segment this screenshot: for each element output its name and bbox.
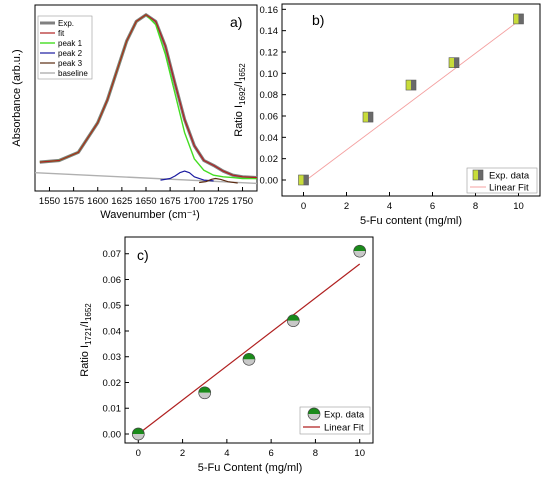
panel-b-data-point (405, 79, 417, 91)
panel-b-label: b) (312, 12, 324, 28)
panel-c-x-tick-label: 6 (268, 448, 273, 459)
panel-c-data-point (353, 244, 367, 258)
panel-a-x-tick-label: 1650 (135, 196, 156, 207)
panel-c-y-tick-label: 0.00 (103, 429, 122, 440)
panel-a-x-tick-label: 1750 (232, 196, 253, 207)
panel-c-y-tick-label: 0.05 (103, 301, 122, 312)
panel-a-legend-label: fit (58, 29, 65, 38)
panel-c-y-tick-label: 0.02 (103, 378, 122, 389)
panel-b-legend-label: Linear Fit (489, 183, 529, 194)
panel-c: 0.00 0.01 0.02 0.03 0.04 0.05 0.06 0.07 0 2 4 6 8 10… (79, 236, 374, 474)
panel-a-series-peak-3 (199, 177, 238, 184)
panel-c-y-tick-label: 0.01 (103, 404, 122, 415)
panel-b-legend-marker (472, 169, 484, 181)
panel-a-series-peak-2 (160, 170, 214, 182)
panel-b-x-tick-label: 8 (473, 201, 478, 212)
panel-c-y-tick-label: 0.04 (103, 326, 122, 337)
panel-b-data-point (513, 13, 524, 25)
panel-a-legend-label: peak 2 (58, 49, 83, 58)
panel-a-series-fit (39, 14, 258, 179)
panel-b-x-tick-label: 0 (301, 201, 306, 212)
panel-b-x-tick-label: 10 (513, 201, 524, 212)
panel-c-data-point (131, 427, 145, 441)
panel-a-x-tick-label: 1600 (87, 196, 108, 207)
panel-a-legend-label: baseline (58, 69, 88, 78)
panel-c-y-tick-label: 0.07 (103, 249, 122, 260)
panel-a-label: a) (230, 14, 242, 30)
panel-b-x-tick-label: 6 (430, 201, 435, 212)
panel-b-y-tick-label: 0.10 (260, 69, 279, 80)
panel-b-data-point (362, 111, 374, 123)
panel-a-series-baseline (34, 172, 258, 185)
panel-b-frame (281, 3, 541, 197)
panel-b: 0.00 0.02 0.04 0.06 0.08 0.10 0.12 0.14 0.16 0 2 4… (233, 3, 541, 227)
panel-b-y-tick-label: 0.00 (260, 176, 279, 187)
panel-a-legend-label: peak 3 (58, 59, 83, 68)
panel-c-x-tick-label: 0 (136, 448, 141, 459)
panel-c-frame (124, 236, 374, 444)
panel-b-x-tick-label: 4 (387, 201, 392, 212)
panel-c-x-tick-label: 2 (180, 448, 185, 459)
panel-a-x-tick-label: 1725 (208, 196, 229, 207)
panel-b-data-point (448, 57, 460, 68)
panel-c-data-point (198, 386, 212, 400)
panel-c-linear-fit-line (137, 263, 361, 435)
panel-b-y-tick-label: 0.08 (260, 90, 279, 101)
panel-b-y-tick-label: 0.14 (260, 26, 279, 37)
panel-a-legend-label: Exp. (58, 19, 74, 28)
panel-c-label: c) (137, 247, 149, 263)
panel-a-y-axis-title: Absorbance (arb.u.) (11, 49, 23, 146)
panel-a-legend-box (37, 15, 93, 80)
panel-c-y-axis-title: Ratio I1721/I1652 (79, 303, 93, 377)
panel-b-data-point (298, 174, 309, 186)
panel-c-y-tick-label: 0.06 (103, 275, 122, 286)
panel-b-y-tick-label: 0.02 (260, 154, 279, 165)
panel-a-x-tick-label: 1625 (111, 196, 132, 207)
panel-c-data-point (286, 314, 300, 328)
panel-a-legend-label: peak 1 (58, 39, 83, 48)
panel-b-linear-fit-line (303, 20, 519, 183)
panel-b-y-tick-label: 0.12 (260, 48, 279, 59)
panel-b-y-tick-label: 0.04 (260, 133, 279, 144)
panel-b-x-tick-label: 2 (344, 201, 349, 212)
panel-b-y-axis-title: Ratio I1692/I1652 (233, 63, 247, 137)
panel-a: 1550 1575 1600 1625 1650 1675 1700 1725 1750 Exp… (11, 4, 258, 221)
panel-a-x-axis-title: Wavenumber (cm⁻¹) (100, 209, 200, 221)
panel-c-legend-marker (307, 407, 321, 421)
panel-b-legend-label: Exp. data (489, 171, 530, 182)
panel-a-x-tick-label: 1550 (39, 196, 60, 207)
panel-c-legend-label: Linear Fit (324, 423, 364, 434)
panel-a-x-tick-label: 1675 (160, 196, 181, 207)
panel-c-x-axis-title: 5-Fu Content (mg/ml) (198, 462, 303, 474)
panel-b-y-tick-label: 0.06 (260, 112, 279, 123)
panel-c-legend-label: Exp. data (324, 410, 365, 421)
panel-c-data-point (242, 352, 256, 366)
panel-c-y-tick-label: 0.03 (103, 352, 122, 363)
panel-c-x-tick-label: 8 (313, 448, 318, 459)
panel-b-x-axis-title: 5-Fu content (mg/ml) (360, 215, 462, 227)
panel-b-y-tick-label: 0.16 (260, 5, 279, 16)
panel-a-x-tick-label: 1700 (184, 196, 205, 207)
panel-c-x-tick-label: 10 (354, 448, 365, 459)
panel-a-x-tick-label: 1575 (63, 196, 84, 207)
panel-c-x-tick-label: 4 (224, 448, 229, 459)
